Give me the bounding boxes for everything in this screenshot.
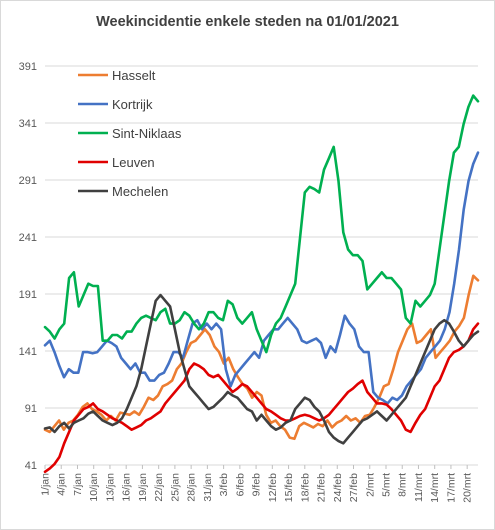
- x-axis-ticks: 1/jan 4/jan 7/jan 10/jan 13/jan 16/jan 19/jan 2…: [40, 465, 474, 503]
- x-tick-label: 6/feb: [234, 473, 246, 497]
- legend: Hasselt Kortrijk Sint-Niklaas Leuven Mechele…: [78, 68, 182, 199]
- x-tick-label: 11/mrt: [413, 473, 425, 502]
- y-tick-label: 41: [25, 460, 37, 472]
- x-tick-label: 2/mrt: [364, 473, 376, 497]
- legend-label: Sint-Niklaas: [112, 126, 182, 141]
- y-tick-label: 391: [19, 61, 37, 73]
- x-tick-label: 21/feb: [316, 473, 328, 502]
- x-tick-label: 8/mrt: [397, 473, 409, 497]
- x-tick-label: 19/jan: [137, 473, 149, 502]
- x-tick-label: 18/feb: [299, 473, 311, 502]
- y-tick-label: 191: [19, 289, 37, 301]
- y-tick-label: 291: [19, 175, 37, 187]
- legend-label: Hasselt: [112, 68, 156, 83]
- y-tick-label: 141: [19, 346, 37, 358]
- y-tick-label: 91: [25, 403, 37, 415]
- series-line-kortrijk: [43, 151, 480, 405]
- x-tick-label: 3/feb: [218, 473, 230, 497]
- series-line-leuven: [43, 322, 480, 474]
- x-tick-label: 1/jan: [40, 473, 52, 496]
- x-tick-label: 12/feb: [267, 473, 279, 502]
- y-tick-label: 241: [19, 232, 37, 244]
- x-tick-label: 31/jan: [202, 473, 214, 502]
- x-tick-label: 22/jan: [153, 473, 165, 502]
- y-axis-ticks: 41 91 141 191 241 291 341 391: [19, 61, 37, 472]
- x-tick-label: 13/jan: [104, 473, 116, 502]
- legend-label: Mechelen: [112, 184, 168, 199]
- x-tick-label: 5/mrt: [380, 473, 392, 497]
- chart-title: Weekincidentie enkele steden na 01/01/20…: [96, 14, 399, 30]
- legend-label: Kortrijk: [112, 97, 153, 112]
- x-tick-label: 16/jan: [121, 473, 133, 502]
- series-line-sint-niklaas: [43, 94, 480, 354]
- series-line-hasselt: [43, 274, 480, 441]
- y-tick-label: 341: [19, 118, 37, 130]
- x-tick-label: 7/jan: [72, 473, 84, 496]
- x-tick-label: 28/jan: [186, 473, 198, 502]
- x-tick-label: 24/feb: [332, 473, 344, 502]
- x-tick-label: 9/feb: [251, 473, 263, 497]
- x-tick-label: 17/mrt: [445, 473, 457, 503]
- x-tick-label: 27/feb: [348, 473, 360, 502]
- x-tick-label: 25/jan: [169, 473, 181, 502]
- series-lines: [43, 94, 480, 474]
- x-tick-label: 4/jan: [56, 473, 68, 496]
- x-tick-label: 20/mrt: [462, 473, 474, 503]
- legend-label: Leuven: [112, 155, 155, 170]
- series-line-mechelen: [43, 293, 480, 445]
- x-tick-label: 14/mrt: [429, 473, 441, 503]
- x-tick-label: 10/jan: [88, 473, 100, 502]
- x-tick-label: 15/feb: [283, 473, 295, 502]
